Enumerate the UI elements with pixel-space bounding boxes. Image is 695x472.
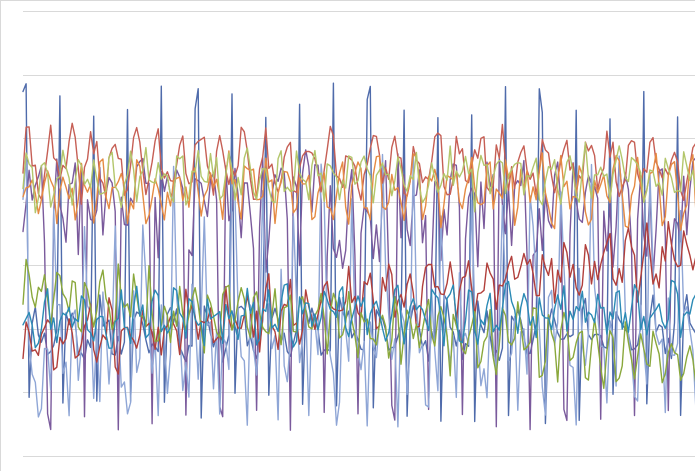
series-line-9 — [22, 279, 695, 349]
series-lines — [22, 82, 695, 431]
series-line-6 — [22, 141, 695, 214]
series-line-8 — [22, 258, 695, 389]
series-line-7 — [22, 220, 695, 375]
